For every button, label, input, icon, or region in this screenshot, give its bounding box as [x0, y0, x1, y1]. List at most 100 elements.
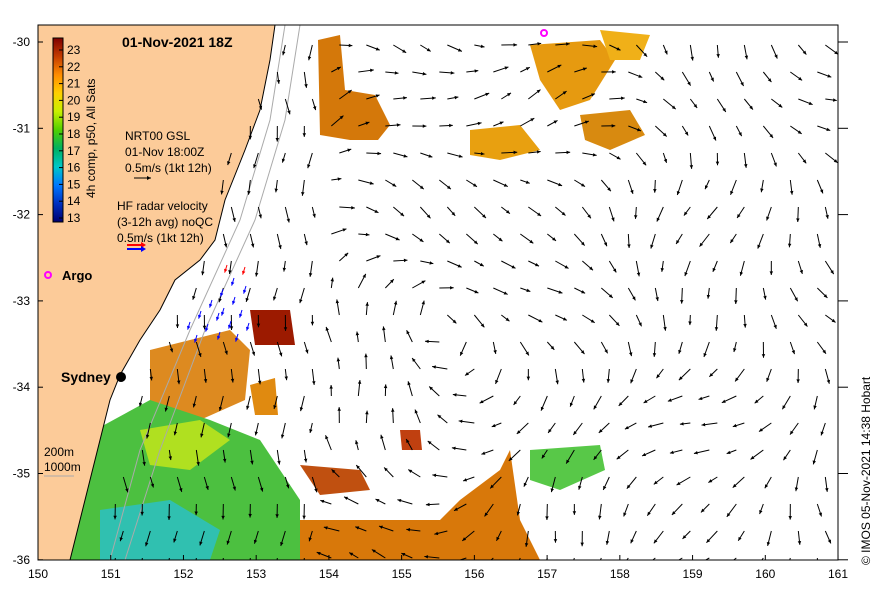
current-arrow: [735, 125, 743, 137]
current-arrow: [689, 152, 694, 169]
current-arrow: [331, 177, 342, 181]
current-arrow: [732, 557, 737, 560]
current-arrow: [474, 44, 485, 49]
current-arrow: [735, 71, 744, 87]
lon-tick-label: 161: [828, 567, 848, 581]
current-arrow: [218, 395, 224, 411]
current-arrow: [168, 341, 174, 353]
current-arrow: [439, 233, 451, 244]
isobath-200m: [109, 25, 286, 560]
current-arrow: [389, 355, 394, 370]
current-arrow: [248, 125, 253, 140]
current-arrow: [578, 476, 583, 490]
current-arrow: [660, 260, 665, 272]
current-arrow: [228, 260, 232, 275]
current-arrow: [652, 557, 656, 560]
current-arrow: [554, 368, 559, 385]
current-arrow: [446, 206, 456, 217]
isobath-1000m: [124, 25, 301, 560]
current-arrow: [547, 233, 557, 242]
current-arrow: [520, 117, 535, 127]
current-arrow: [311, 206, 316, 218]
hf-radar-arrow: [246, 322, 250, 331]
current-arrow: [816, 233, 822, 248]
current-arrow: [574, 179, 586, 188]
current-arrow: [626, 476, 637, 489]
sydney-marker-icon: [116, 372, 126, 382]
current-arrow: [654, 71, 665, 81]
current-arrow: [540, 395, 548, 411]
current-arrow: [303, 71, 308, 88]
current-arrow: [202, 314, 207, 330]
current-arrow: [203, 476, 209, 491]
hf-legend-line2: (3-12h avg) noQC: [117, 215, 213, 229]
current-arrow: [820, 422, 826, 436]
current-arrow: [759, 503, 764, 515]
current-arrow: [798, 98, 813, 106]
lon-tick-label: 154: [319, 567, 339, 581]
sst-patches: [60, 30, 650, 560]
current-arrow: [761, 341, 766, 358]
current-arrows: [113, 42, 838, 560]
current-arrow: [526, 368, 531, 381]
lon-tick-label: 153: [246, 567, 266, 581]
current-arrow: [432, 473, 448, 478]
current-arrow: [382, 326, 386, 343]
current-arrow: [781, 395, 791, 410]
current-arrow: [406, 330, 413, 343]
current-arrow: [520, 179, 530, 184]
current-arrow: [479, 395, 494, 404]
current-arrow: [113, 503, 117, 520]
current-arrow: [676, 476, 691, 486]
current-arrow: [609, 96, 625, 101]
colorbar-tick-label: 17: [67, 144, 81, 158]
current-arrow: [254, 422, 259, 436]
current-arrow: [366, 206, 379, 214]
current-arrow: [492, 341, 497, 355]
current-arrow: [145, 422, 151, 439]
current-arrow: [770, 314, 777, 329]
depth-legend-200m: 200m: [44, 445, 74, 459]
current-arrow: [501, 43, 518, 47]
current-arrow: [339, 205, 355, 210]
current-arrow: [419, 206, 431, 219]
current-arrow: [706, 287, 711, 299]
current-arrow: [176, 476, 183, 493]
current-arrow: [446, 314, 457, 324]
current-arrow: [474, 151, 485, 156]
current-arrow: [257, 206, 262, 219]
current-arrow: [311, 98, 317, 111]
sst-patch-warm-north: [318, 35, 390, 140]
current-arrow: [524, 530, 529, 547]
current-arrow: [654, 287, 659, 302]
current-arrow: [628, 125, 642, 132]
current-arrow: [600, 179, 612, 192]
current-arrow: [203, 368, 208, 383]
current-arrow: [623, 503, 629, 517]
lon-tick-label: 150: [28, 567, 48, 581]
lat-tick-label: -32: [13, 208, 31, 222]
current-arrow: [520, 233, 534, 244]
lat-tick-label: -33: [13, 294, 31, 308]
current-arrow: [424, 555, 440, 559]
current-arrow: [547, 287, 563, 294]
current-arrow: [581, 206, 592, 219]
colorbar-tick-label: 15: [67, 177, 81, 191]
hf-radar-arrow: [228, 320, 232, 329]
hf-radar-arrow: [221, 307, 225, 316]
current-arrow: [627, 179, 634, 195]
current-arrow: [734, 368, 745, 382]
current-arrow: [569, 395, 575, 407]
current-arrow: [516, 503, 521, 516]
current-arrow: [412, 124, 427, 128]
current-arrow: [601, 287, 614, 299]
current-arrow: [630, 530, 637, 544]
plot-frame: [37, 24, 839, 561]
current-arrow: [489, 476, 502, 489]
current-arrow: [701, 422, 718, 427]
current-arrow: [653, 476, 664, 485]
current-arrow: [459, 341, 467, 356]
current-arrow: [365, 302, 369, 316]
current-arrow: [201, 260, 205, 276]
current-arrow: [222, 341, 228, 355]
